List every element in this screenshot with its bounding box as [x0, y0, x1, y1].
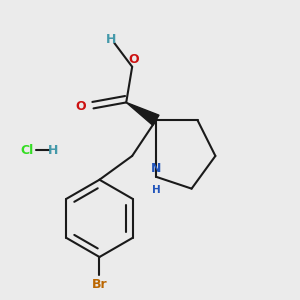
Text: Br: Br — [92, 278, 107, 291]
Text: H: H — [106, 33, 116, 46]
Text: Cl: Cl — [20, 143, 33, 157]
Text: H: H — [152, 185, 160, 195]
Text: O: O — [128, 53, 139, 66]
Polygon shape — [126, 102, 159, 125]
Text: N: N — [151, 162, 161, 175]
Text: H: H — [48, 143, 59, 157]
Text: O: O — [76, 100, 86, 113]
